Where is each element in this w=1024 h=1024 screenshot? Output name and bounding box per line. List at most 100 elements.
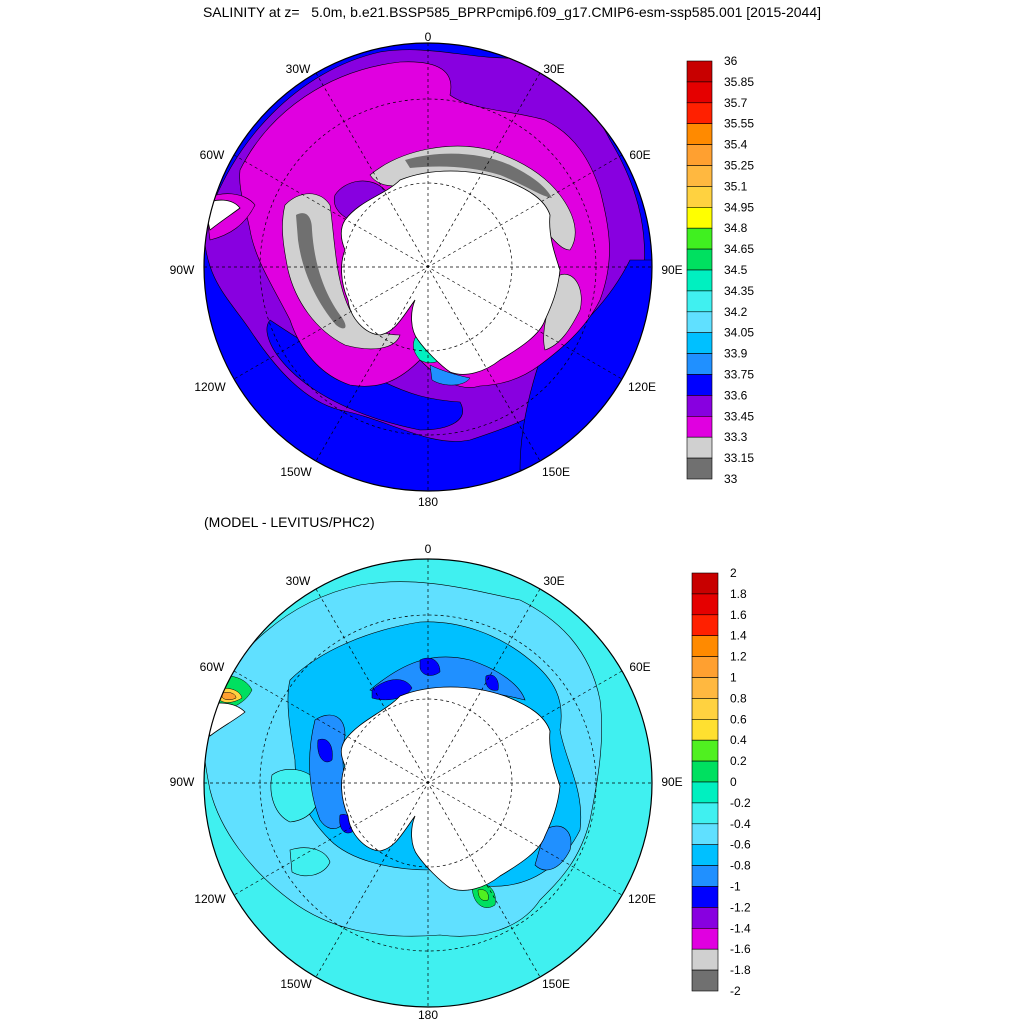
bottom-colorbar-swatch — [691, 886, 719, 908]
bottom-colorbar-tick-label: 0.2 — [730, 754, 747, 768]
top-colorbar-tick-label: 34.2 — [724, 305, 748, 319]
top-colorbar-swatch — [686, 102, 713, 125]
top-colorbar-swatch — [686, 81, 713, 104]
top-colorbar-swatch — [686, 186, 713, 208]
bottom-lon-label: 120W — [194, 892, 226, 906]
bottom-lon-label: 60E — [629, 660, 650, 674]
top-lon-label: 90E — [661, 263, 682, 277]
bottom-colorbar-swatch — [691, 927, 719, 950]
top-colorbar-tick-label: 36 — [724, 54, 738, 68]
top-antarctica-land — [340, 170, 561, 375]
bottom-lon-label: 30E — [543, 574, 564, 588]
top-colorbar-tick-label: 35.1 — [724, 179, 748, 193]
bottom-colorbar-swatch — [691, 614, 719, 636]
bottom-colorbar-tick-label: 0.6 — [730, 712, 747, 726]
top-colorbar-swatch — [686, 332, 713, 354]
top-colorbar: 36 35.85 35.7 35.55 35.4 35.25 35.1 34.95 34.8 34… — [686, 54, 754, 486]
bottom-colorbar-tick-label: 0.4 — [730, 733, 747, 747]
top-colorbar-swatch — [686, 436, 713, 459]
top-polar-map: 0 30E 60E 90E 120E 150E 180 150W 120W 90… — [170, 30, 683, 509]
bottom-lon-label: 30W — [286, 574, 311, 588]
top-colorbar-tick-label: 34.95 — [724, 200, 754, 214]
top-map-border — [203, 42, 653, 492]
top-colorbar-tick-label: 34.8 — [724, 221, 748, 235]
bottom-colorbar-swatch — [691, 865, 719, 887]
bottom-colorbar-swatch — [691, 677, 719, 699]
bottom-colorbar-tick-label: -1.8 — [730, 963, 751, 977]
top-colorbar-swatch — [686, 353, 713, 375]
bottom-colorbar-tick-label: -1 — [730, 880, 741, 894]
top-colorbar-swatch — [686, 395, 713, 417]
top-lon-label: 180 — [418, 495, 438, 509]
top-colorbar-swatch — [686, 165, 713, 187]
bottom-colorbar-tick-label: -0.6 — [730, 838, 751, 852]
bottom-antarctica-land — [340, 686, 561, 891]
bottom-colorbar-swatch — [691, 781, 719, 804]
bottom-meridian-labels: 0 30E 60E 90E 120E 150E 180 150W 120W 90… — [170, 542, 683, 1022]
top-colorbar-swatch — [686, 415, 713, 438]
bottom-colorbar-tick-label: -0.4 — [730, 817, 751, 831]
bottom-colorbar-swatch — [691, 802, 719, 825]
top-colorbar-swatch — [686, 144, 713, 166]
bottom-lon-label: 0 — [425, 542, 432, 556]
top-colorbar-tick-label: 35.25 — [724, 159, 754, 173]
bottom-lon-label: 150E — [542, 977, 570, 991]
top-colorbar-tick-label: 34.5 — [724, 263, 748, 277]
bottom-colorbar-swatch — [691, 760, 719, 783]
bottom-colorbar-tick-label: -2 — [730, 984, 741, 998]
top-colorbar-swatch — [686, 248, 713, 271]
bottom-lon-label: 90W — [170, 775, 195, 789]
top-colorbar-tick-label: 35.7 — [724, 96, 748, 110]
bottom-map-border — [203, 558, 653, 1008]
bottom-colorbar-tick-label: -0.8 — [730, 859, 751, 873]
top-colorbar-tick-label: 33.15 — [724, 451, 754, 465]
top-colorbar-tick-label: 33.6 — [724, 388, 748, 402]
top-colorbar-swatch — [686, 269, 713, 292]
bottom-colorbar-swatch — [691, 656, 719, 678]
bottom-colorbar: 2 1.8 1.6 1.4 1.2 1 0.8 0.6 0.4 0.2 0 -0.2 -0.4 -0.6 -… — [691, 566, 751, 998]
bottom-colorbar-tick-label: -1.6 — [730, 942, 751, 956]
top-lon-label: 60W — [200, 148, 225, 162]
top-lon-label: 30W — [286, 62, 311, 76]
bottom-lon-label: 150W — [280, 977, 312, 991]
bottom-colorbar-swatch — [691, 739, 719, 762]
bottom-colorbar-tick-label: -0.2 — [730, 796, 751, 810]
top-lon-label: 120W — [194, 380, 226, 394]
top-colorbar-tick-label: 35.4 — [724, 138, 748, 152]
bottom-colorbar-swatch — [691, 907, 719, 929]
bottom-colorbar-swatch — [691, 718, 719, 741]
bottom-colorbar-tick-label: 0 — [730, 775, 737, 789]
bottom-colorbar-tick-label: 1.6 — [730, 608, 747, 622]
top-colorbar-tick-label: 33.75 — [724, 368, 754, 382]
bottom-lon-label: 180 — [418, 1008, 438, 1022]
bottom-colorbar-swatch — [691, 969, 719, 992]
top-colorbar-swatch — [686, 290, 713, 313]
bottom-colorbar-swatch — [691, 635, 719, 657]
top-colorbar-tick-label: 33.9 — [724, 347, 748, 361]
top-lon-label: 150W — [280, 465, 312, 479]
bottom-lon-label: 60W — [200, 660, 225, 674]
top-lon-label: 90W — [170, 263, 195, 277]
top-colorbar-swatch — [686, 227, 713, 250]
top-meridian-labels: 0 30E 60E 90E 120E 150E 180 150W 120W 90… — [170, 30, 683, 509]
top-lon-label: 60E — [629, 148, 650, 162]
bottom-colorbar-swatch — [691, 844, 719, 866]
bottom-polar-map: 0 30E 60E 90E 120E 150E 180 150W 120W 90… — [170, 542, 683, 1022]
top-colorbar-tick-label: 34.05 — [724, 326, 754, 340]
top-colorbar-tick-label: 33.3 — [724, 430, 748, 444]
bottom-lon-label: 120E — [628, 892, 656, 906]
bottom-colorbar-tick-label: 1.8 — [730, 587, 747, 601]
bottom-colorbar-tick-label: 0.8 — [730, 691, 747, 705]
top-graticule — [204, 43, 652, 491]
top-colorbar-swatch — [686, 123, 713, 145]
bottom-colorbar-swatch — [691, 593, 719, 616]
bottom-colorbar-tick-label: 1.2 — [730, 650, 747, 664]
top-colorbar-swatch — [686, 374, 713, 396]
top-colorbar-tick-label: 33.45 — [724, 409, 754, 423]
bottom-colorbar-tick-label: -1.2 — [730, 900, 751, 914]
bottom-lon-label: 90E — [661, 775, 682, 789]
top-lon-label: 120E — [628, 380, 656, 394]
bottom-graticule — [204, 559, 652, 1007]
plot-title: SALINITY at z= 5.0m, b.e21.BSSP585_BPRPc… — [202, 4, 822, 20]
